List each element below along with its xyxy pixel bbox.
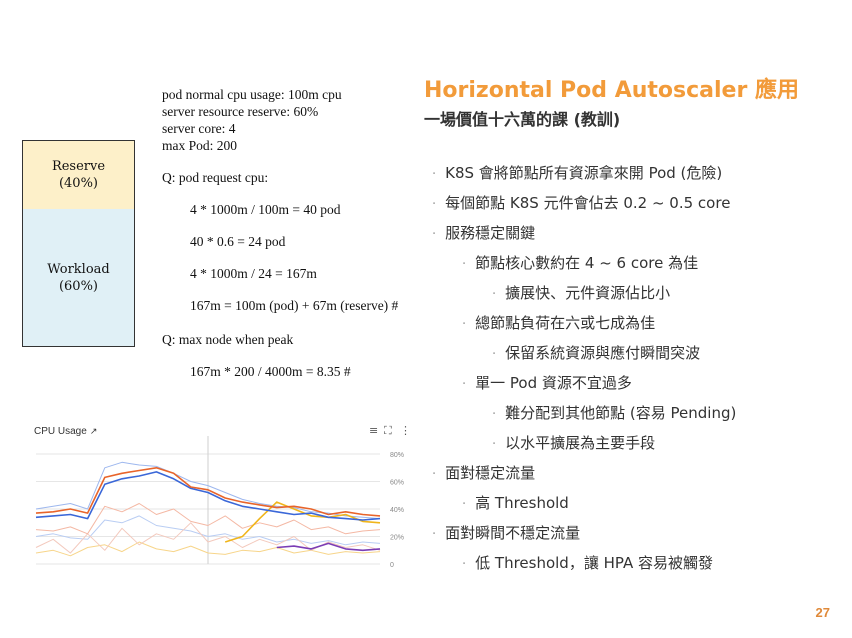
calc-line: 40 * 0.6 = 24 pod bbox=[190, 234, 286, 249]
bullet-text: 每個節點 K8S 元件會佔去 0.2 ~ 0.5 core bbox=[445, 194, 731, 212]
fact-line: pod normal cpu usage: 100m cpu bbox=[162, 87, 342, 102]
bullet-marker: · bbox=[432, 227, 437, 242]
series-line bbox=[35, 541, 381, 557]
bullet-marker: · bbox=[432, 527, 437, 542]
slide-subtitle: 一場價值十六萬的課 (教訓) bbox=[424, 110, 621, 129]
chart-title-text: CPU Usage bbox=[34, 426, 87, 437]
chart-title: CPU Usage ↗ bbox=[34, 426, 97, 437]
bullet-marker: · bbox=[462, 497, 467, 512]
series-line bbox=[35, 503, 381, 535]
bullet-text: 服務穩定關鍵 bbox=[445, 224, 536, 242]
bullet-text: 擴展快、元件資源佔比小 bbox=[505, 284, 671, 302]
bullet-text: 節點核心數約在 4 ~ 6 core 為佳 bbox=[475, 254, 699, 272]
bullet-item: · 保留系統資源與應付瞬間突波 bbox=[492, 342, 700, 363]
workload-block: Workload (60%) bbox=[23, 209, 134, 346]
bullet-item: · K8S 會將節點所有資源拿來開 Pod (危險) bbox=[432, 162, 722, 183]
bullet-marker: · bbox=[462, 557, 467, 572]
bullet-marker: · bbox=[432, 197, 437, 212]
bullet-text: 以水平擴展為主要手段 bbox=[505, 434, 656, 452]
bullet-marker: · bbox=[432, 467, 437, 482]
calc-line: 4 * 1000m / 100m = 40 pod bbox=[190, 202, 341, 217]
facts-list: pod normal cpu usage: 100m cpu server re… bbox=[162, 86, 342, 154]
bullet-marker: · bbox=[462, 317, 467, 332]
bullet-item: · 每個節點 K8S 元件會佔去 0.2 ~ 0.5 core bbox=[432, 192, 730, 213]
bullet-item: · 擴展快、元件資源佔比小 bbox=[492, 282, 670, 303]
bullet-marker: · bbox=[462, 257, 467, 272]
bullet-item: · 低 Threshold，讓 HPA 容易被觸發 bbox=[462, 552, 713, 573]
bullet-text: 面對瞬間不穩定流量 bbox=[445, 524, 581, 542]
series-line bbox=[35, 467, 381, 517]
calc-line: 4 * 1000m / 24 = 167m bbox=[190, 266, 317, 281]
bullet-item: · 高 Threshold bbox=[462, 492, 569, 513]
calc-line: 167m = 100m (pod) + 67m (reserve) # bbox=[190, 298, 399, 313]
calc-line: 167m * 200 / 4000m = 8.35 # bbox=[190, 364, 351, 379]
fact-line: max Pod: 200 bbox=[162, 138, 238, 153]
slide-title: Horizontal Pod Autoscaler 應用 bbox=[424, 78, 799, 103]
bullet-text: 高 Threshold bbox=[475, 494, 569, 512]
bullet-marker: · bbox=[462, 377, 467, 392]
bullet-text: 保留系統資源與應付瞬間突波 bbox=[505, 344, 701, 362]
series-line bbox=[35, 471, 381, 521]
bullet-marker: · bbox=[432, 167, 437, 182]
external-link-icon[interactable]: ↗ bbox=[89, 426, 98, 436]
more-vert-icon[interactable]: ⋮ bbox=[400, 424, 411, 437]
bullet-item: · 以水平擴展為主要手段 bbox=[492, 432, 655, 453]
y-tick-label: 40% bbox=[390, 507, 404, 514]
bullet-item: · 總節點負荷在六或七成為佳 bbox=[462, 312, 655, 333]
fact-line: server resource reserve: 60% bbox=[162, 104, 319, 119]
reserve-block: Reserve (40%) bbox=[23, 141, 134, 210]
cpu-usage-chart: 80% 60% 40% 20% 0 CPU Usage ↗ ≡ ⛶ ⋮ bbox=[28, 418, 414, 576]
bullet-text: K8S 會將節點所有資源拿來開 Pod (危險) bbox=[445, 164, 723, 182]
expand-icon[interactable]: ⛶ bbox=[384, 424, 392, 437]
series-line bbox=[224, 501, 381, 543]
fact-line: server core: 4 bbox=[162, 121, 236, 136]
question-line: Q: pod request cpu: bbox=[162, 170, 269, 185]
y-tick-label: 60% bbox=[390, 480, 404, 487]
y-tick-label: 80% bbox=[390, 452, 404, 459]
bullet-item: · 單一 Pod 資源不宜過多 bbox=[462, 372, 632, 393]
bullet-marker: · bbox=[492, 287, 497, 302]
reserve-label: Reserve (40%) bbox=[51, 159, 106, 191]
chart-canvas: 80% 60% 40% 20% 0 bbox=[35, 436, 404, 569]
bullet-marker: · bbox=[492, 347, 497, 362]
bullet-text: 難分配到其他節點 (容易 Pending) bbox=[505, 404, 737, 422]
resource-split-diagram: Reserve (40%) Workload (60%) bbox=[22, 140, 135, 347]
bullet-item: · 面對瞬間不穩定流量 bbox=[432, 522, 580, 543]
bullet-text: 面對穩定流量 bbox=[445, 464, 536, 482]
y-tick-label: 0 bbox=[390, 562, 394, 569]
series-line bbox=[276, 542, 381, 552]
calculation-notes: pod normal cpu usage: 100m cpu server re… bbox=[162, 86, 398, 379]
bullet-marker: · bbox=[492, 437, 497, 452]
bullet-text: 低 Threshold，讓 HPA 容易被觸發 bbox=[475, 554, 713, 572]
bullet-text: 單一 Pod 資源不宜過多 bbox=[475, 374, 632, 392]
question-line: Q: max node when peak bbox=[162, 332, 294, 347]
page-number: 27 bbox=[815, 605, 830, 620]
series-line bbox=[35, 515, 381, 546]
bullet-item: · 面對穩定流量 bbox=[432, 462, 535, 483]
bullet-item: · 難分配到其他節點 (容易 Pending) bbox=[492, 402, 736, 423]
workload-label: Workload (60%) bbox=[47, 261, 110, 294]
bullet-marker: · bbox=[492, 407, 497, 422]
menu-icon[interactable]: ≡ bbox=[369, 424, 379, 437]
bullet-item: · 服務穩定關鍵 bbox=[432, 222, 535, 243]
bullet-item: · 節點核心數約在 4 ~ 6 core 為佳 bbox=[462, 252, 698, 273]
y-tick-label: 20% bbox=[390, 535, 404, 542]
bullet-text: 總節點負荷在六或七成為佳 bbox=[475, 314, 656, 332]
